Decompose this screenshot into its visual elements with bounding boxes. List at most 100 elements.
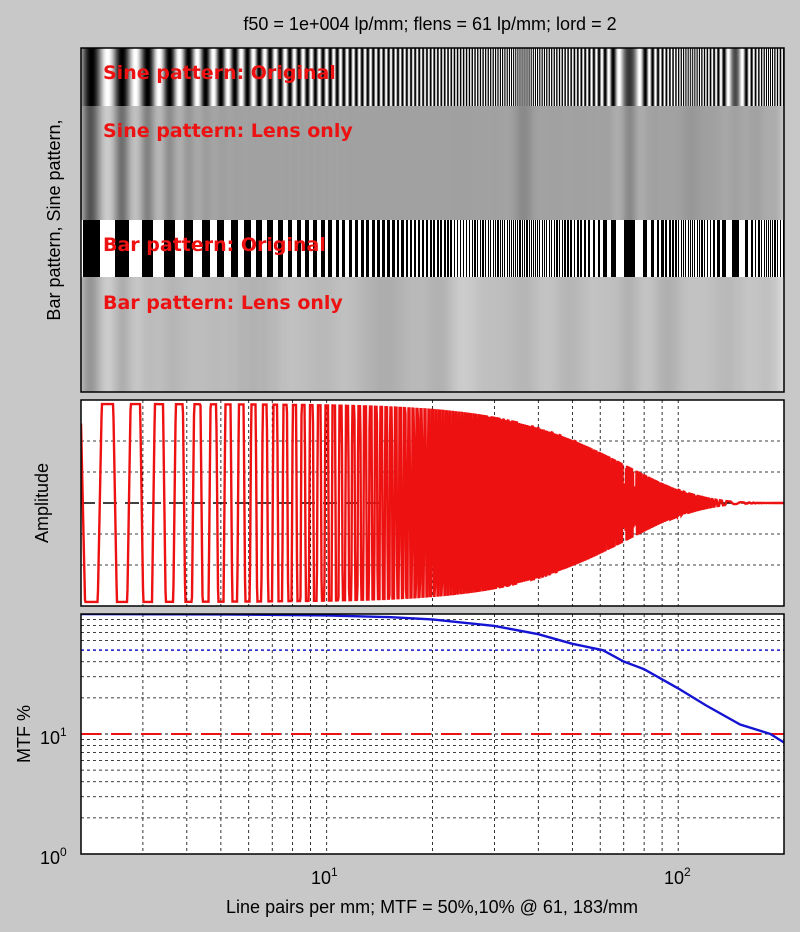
pattern-column <box>118 220 120 277</box>
pattern-column <box>338 48 340 106</box>
pattern-column <box>489 48 491 106</box>
pattern-column <box>416 220 418 277</box>
pattern-column <box>508 220 510 277</box>
pattern-column <box>94 106 96 220</box>
pattern-column <box>581 106 583 220</box>
pattern-column <box>594 48 596 106</box>
pattern-column <box>563 220 565 277</box>
pattern-column <box>444 106 446 220</box>
pattern-column <box>313 277 315 392</box>
pattern-column <box>534 220 536 277</box>
pattern-column <box>124 106 126 220</box>
pattern-column <box>434 220 436 277</box>
pattern-column <box>441 48 443 106</box>
pattern-column <box>201 220 203 277</box>
pattern-column <box>238 220 240 277</box>
pattern-column <box>423 106 425 220</box>
pattern-column <box>607 220 609 277</box>
pattern-column <box>289 220 291 277</box>
pattern-column <box>545 277 547 392</box>
pattern-column <box>395 277 397 392</box>
pattern-column <box>535 277 537 392</box>
pattern-column <box>761 106 763 220</box>
pattern-column <box>124 220 126 277</box>
pattern-column <box>607 106 609 220</box>
pattern-column <box>707 220 709 277</box>
pattern-column <box>559 106 561 220</box>
pattern-column <box>749 106 751 220</box>
pattern-column <box>754 106 756 220</box>
pattern-column <box>340 106 342 220</box>
pattern-column <box>605 106 607 220</box>
pattern-column <box>125 220 127 277</box>
pattern-column <box>302 220 304 277</box>
pattern-column <box>244 106 246 220</box>
pattern-column <box>232 277 234 392</box>
pattern-column <box>186 106 188 220</box>
pattern-column <box>690 220 692 277</box>
pattern-column <box>639 277 641 392</box>
pattern-column <box>562 277 564 392</box>
pattern-column <box>389 220 391 277</box>
sine-original-strip <box>81 48 784 106</box>
pattern-column <box>456 48 458 106</box>
pattern-column <box>140 48 142 106</box>
pattern-column <box>484 220 486 277</box>
pattern-column <box>618 106 620 220</box>
pattern-column <box>766 48 768 106</box>
pattern-column <box>739 220 741 277</box>
pattern-column <box>365 277 367 392</box>
pattern-column <box>432 106 434 220</box>
pattern-column <box>643 277 645 392</box>
pattern-column <box>165 220 167 277</box>
pattern-column <box>82 48 84 106</box>
sine-lens-strip <box>81 106 784 220</box>
pattern-column <box>762 277 764 392</box>
pattern-column <box>521 220 523 277</box>
pattern-column <box>204 48 206 106</box>
pattern-column <box>386 48 388 106</box>
pattern-column <box>697 277 699 392</box>
pattern-column <box>516 106 518 220</box>
pattern-column <box>481 48 483 106</box>
pattern-column <box>660 48 662 106</box>
pattern-column <box>376 277 378 392</box>
pattern-column <box>467 48 469 106</box>
pattern-column <box>278 48 280 106</box>
pattern-column <box>404 220 406 277</box>
pattern-column <box>443 220 445 277</box>
pattern-column <box>546 220 548 277</box>
pattern-column <box>452 106 454 220</box>
pattern-column <box>204 277 206 392</box>
pattern-column <box>251 48 253 106</box>
pattern-column <box>504 106 506 220</box>
pattern-column <box>124 277 126 392</box>
pattern-column <box>667 106 669 220</box>
pattern-column <box>566 106 568 220</box>
pattern-column <box>401 48 403 106</box>
pattern-column <box>573 106 575 220</box>
pattern-column <box>256 277 258 392</box>
pattern-column <box>390 220 392 277</box>
pattern-column <box>488 106 490 220</box>
pattern-column <box>442 48 444 106</box>
pattern-column <box>374 48 376 106</box>
pattern-column <box>185 48 187 106</box>
pattern-column <box>121 106 123 220</box>
pattern-column <box>528 277 530 392</box>
pattern-column <box>604 220 606 277</box>
pattern-column <box>286 277 288 392</box>
pattern-column <box>207 277 209 392</box>
pattern-column <box>426 48 428 106</box>
pattern-column <box>672 220 674 277</box>
pattern-column <box>763 220 765 277</box>
pattern-column <box>406 106 408 220</box>
pattern-column <box>392 48 394 106</box>
pattern-column <box>632 277 634 392</box>
pattern-column <box>657 106 659 220</box>
pattern-column <box>223 48 225 106</box>
pattern-column <box>183 277 185 392</box>
pattern-column <box>237 106 239 220</box>
pattern-column <box>581 48 583 106</box>
pattern-column <box>280 277 282 392</box>
